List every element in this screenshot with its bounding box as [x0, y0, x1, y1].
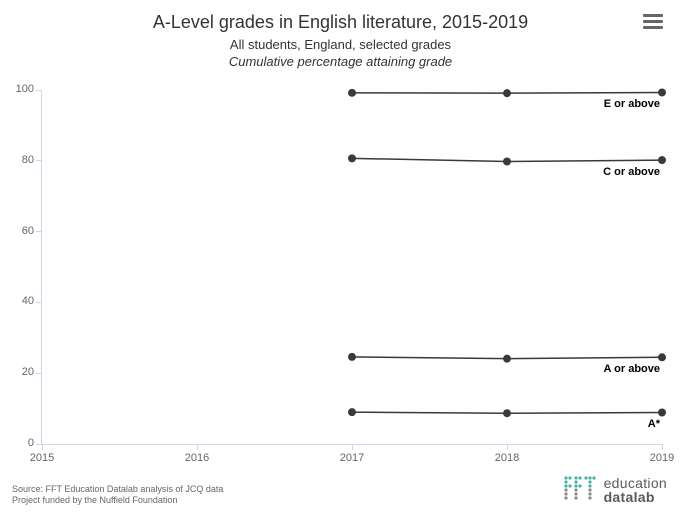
y-tick-label: 0: [4, 437, 34, 449]
data-point[interactable]: [658, 156, 666, 164]
x-tick-label: 2017: [340, 452, 364, 464]
series-label: A*: [648, 418, 660, 430]
chart-subtitle-italic: Cumulative percentage attaining grade: [12, 54, 669, 69]
fft-logo-icon: [564, 476, 598, 504]
y-tick-label: 80: [4, 154, 34, 166]
data-point[interactable]: [348, 408, 356, 416]
y-tick-label: 20: [4, 366, 34, 378]
x-tick-mark: [507, 444, 508, 450]
x-tick-mark: [662, 444, 663, 450]
chart-title: A-Level grades in English literature, 20…: [12, 12, 669, 33]
data-point[interactable]: [503, 409, 511, 417]
x-tick-label: 2018: [495, 452, 519, 464]
chart-footer: Source: FFT Education Datalab analysis o…: [12, 484, 223, 507]
series-label: A or above: [604, 363, 660, 375]
x-tick-mark: [42, 444, 43, 450]
x-tick-mark: [197, 444, 198, 450]
data-point[interactable]: [658, 353, 666, 361]
plot-area: 02040608010020152016201720182019E or abo…: [42, 90, 662, 444]
data-point[interactable]: [503, 158, 511, 166]
source-line: Source: FFT Education Datalab analysis o…: [12, 484, 223, 495]
logo-text-2: datalab: [604, 490, 667, 504]
x-tick-label: 2019: [650, 452, 674, 464]
chart-container: A-Level grades in English literature, 20…: [0, 0, 681, 512]
data-point[interactable]: [503, 89, 511, 97]
chart-svg: [42, 90, 662, 444]
fft-logo: education datalab: [564, 476, 667, 504]
y-tick-label: 60: [4, 225, 34, 237]
x-tick-mark: [352, 444, 353, 450]
x-tick-label: 2015: [30, 452, 54, 464]
series-label: C or above: [603, 166, 660, 178]
data-point[interactable]: [348, 89, 356, 97]
data-point[interactable]: [658, 88, 666, 96]
series-label: E or above: [604, 98, 660, 110]
x-tick-label: 2016: [185, 452, 209, 464]
hamburger-menu-icon[interactable]: [643, 14, 663, 30]
logo-text-1: education: [604, 476, 667, 490]
data-point[interactable]: [348, 154, 356, 162]
funding-line: Project funded by the Nuffield Foundatio…: [12, 495, 223, 506]
data-point[interactable]: [658, 408, 666, 416]
data-point[interactable]: [348, 353, 356, 361]
y-tick-label: 100: [4, 83, 34, 95]
data-point[interactable]: [503, 355, 511, 363]
y-tick-label: 40: [4, 295, 34, 307]
chart-subtitle: All students, England, selected grades: [12, 37, 669, 52]
